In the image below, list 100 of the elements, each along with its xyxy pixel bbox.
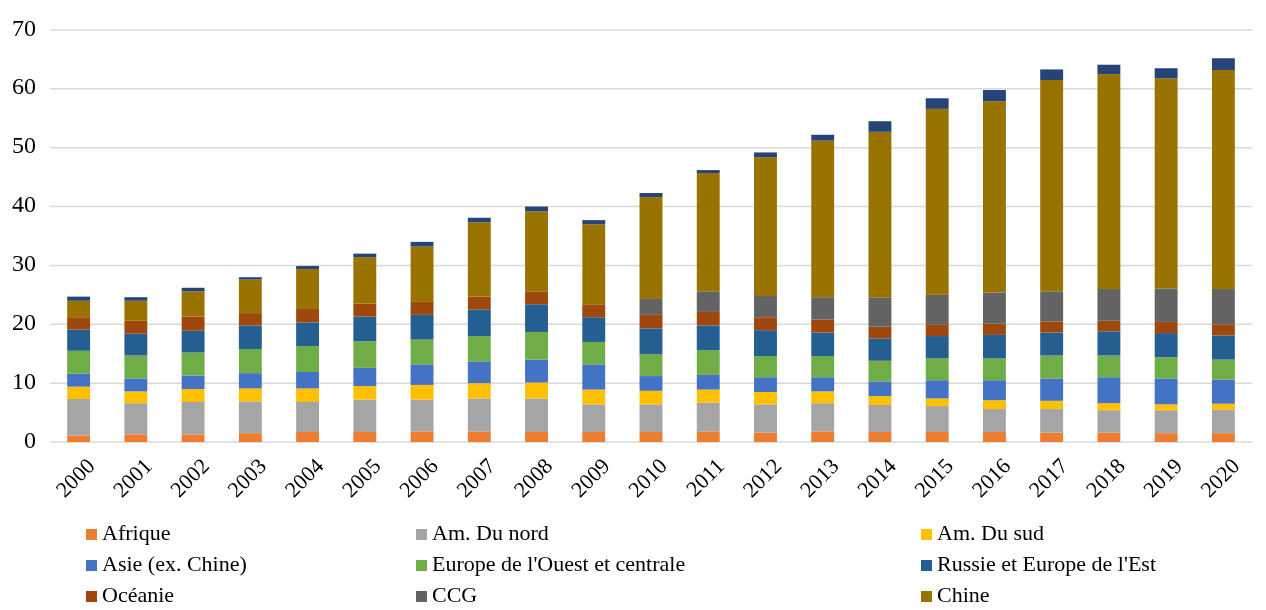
- bar: [1211, 379, 1235, 404]
- bar: [124, 403, 148, 435]
- bar: [238, 277, 262, 280]
- y-tick-label: 10: [12, 367, 36, 394]
- bar: [925, 336, 949, 359]
- bar: [811, 377, 835, 392]
- bar: [124, 378, 148, 392]
- bar: [868, 396, 892, 405]
- bar: [296, 371, 320, 389]
- legend-label: Russie et Europe de l'Est: [937, 551, 1157, 577]
- bar: [525, 331, 548, 360]
- bar: [582, 341, 606, 365]
- bar: [925, 324, 949, 337]
- legend-label: Europe de l'Ouest et centrale: [432, 551, 686, 577]
- bar: [410, 314, 434, 340]
- bar: [353, 367, 377, 387]
- bar: [639, 404, 663, 432]
- bar: [525, 304, 548, 332]
- bar: [467, 383, 491, 399]
- bar: [696, 173, 720, 292]
- bar: [754, 296, 777, 318]
- legend-label: Am. Du nord: [432, 520, 549, 546]
- bar: [296, 308, 320, 323]
- bar: [696, 431, 720, 442]
- bar: [67, 317, 91, 330]
- y-tick-label: 60: [12, 73, 36, 100]
- bar: [754, 157, 777, 297]
- bar: [181, 401, 205, 435]
- bar: [1040, 432, 1064, 442]
- bar: [811, 140, 835, 298]
- bar: [1040, 400, 1064, 410]
- bar: [1154, 78, 1178, 289]
- legend-label: Chine: [937, 582, 990, 608]
- bar: [124, 434, 148, 442]
- bar: [868, 360, 892, 382]
- legend-label: Afrique: [102, 520, 171, 546]
- bar: [525, 359, 548, 383]
- bar: [296, 346, 320, 372]
- bar: [1211, 359, 1235, 380]
- bar: [1097, 331, 1121, 356]
- bar: [181, 330, 205, 353]
- bar: [467, 431, 491, 442]
- bar: [868, 381, 892, 397]
- bar: [582, 431, 606, 442]
- bar: [639, 354, 663, 377]
- bar: [181, 389, 205, 402]
- y-tick-label: 0: [24, 426, 36, 453]
- x-tick-label: 2011: [680, 453, 730, 502]
- bar: [1154, 68, 1178, 79]
- bar: [1211, 324, 1235, 336]
- bar: [296, 322, 320, 347]
- legend-label: Am. Du sud: [937, 520, 1044, 546]
- bar: [1040, 321, 1064, 333]
- y-tick-label: 50: [12, 132, 36, 159]
- bar: [982, 409, 1006, 432]
- bar: [1040, 80, 1064, 292]
- bar: [1154, 288, 1178, 322]
- bar: [67, 329, 91, 351]
- bar: [639, 376, 663, 391]
- y-tick-label: 70: [12, 14, 36, 41]
- bar: [1097, 410, 1121, 433]
- bar: [811, 297, 835, 320]
- bar: [868, 404, 892, 432]
- bar: [1211, 433, 1235, 442]
- bar: [982, 334, 1006, 359]
- bar: [181, 375, 205, 390]
- bar: [696, 402, 720, 432]
- bar: [525, 431, 548, 442]
- bar: [868, 326, 892, 339]
- bar: [696, 170, 720, 174]
- bar: [124, 391, 148, 404]
- bar: [1154, 333, 1178, 358]
- bar: [1040, 355, 1064, 379]
- bar: [868, 431, 892, 442]
- bar: [296, 388, 320, 402]
- bar: [982, 90, 1006, 102]
- bar: [67, 373, 91, 387]
- bar: [925, 358, 949, 381]
- bar: [1211, 335, 1235, 360]
- bar: [582, 220, 606, 225]
- bar: [1211, 70, 1235, 289]
- bar: [410, 246, 434, 302]
- bar: [639, 390, 663, 405]
- bar: [353, 341, 377, 368]
- bar: [696, 374, 720, 390]
- bar: [639, 328, 663, 355]
- legend-label: Océanie: [102, 582, 175, 608]
- bar: [1040, 69, 1064, 81]
- bar: [525, 382, 548, 399]
- bar: [238, 349, 262, 374]
- bar: [353, 399, 377, 432]
- bar: [353, 257, 377, 304]
- bar: [1097, 320, 1121, 332]
- bar: [754, 377, 777, 392]
- bar: [639, 193, 663, 198]
- bar: [67, 296, 91, 301]
- bar: [124, 355, 148, 379]
- bar: [67, 350, 91, 374]
- bar: [1040, 409, 1064, 433]
- bar: [1097, 355, 1121, 378]
